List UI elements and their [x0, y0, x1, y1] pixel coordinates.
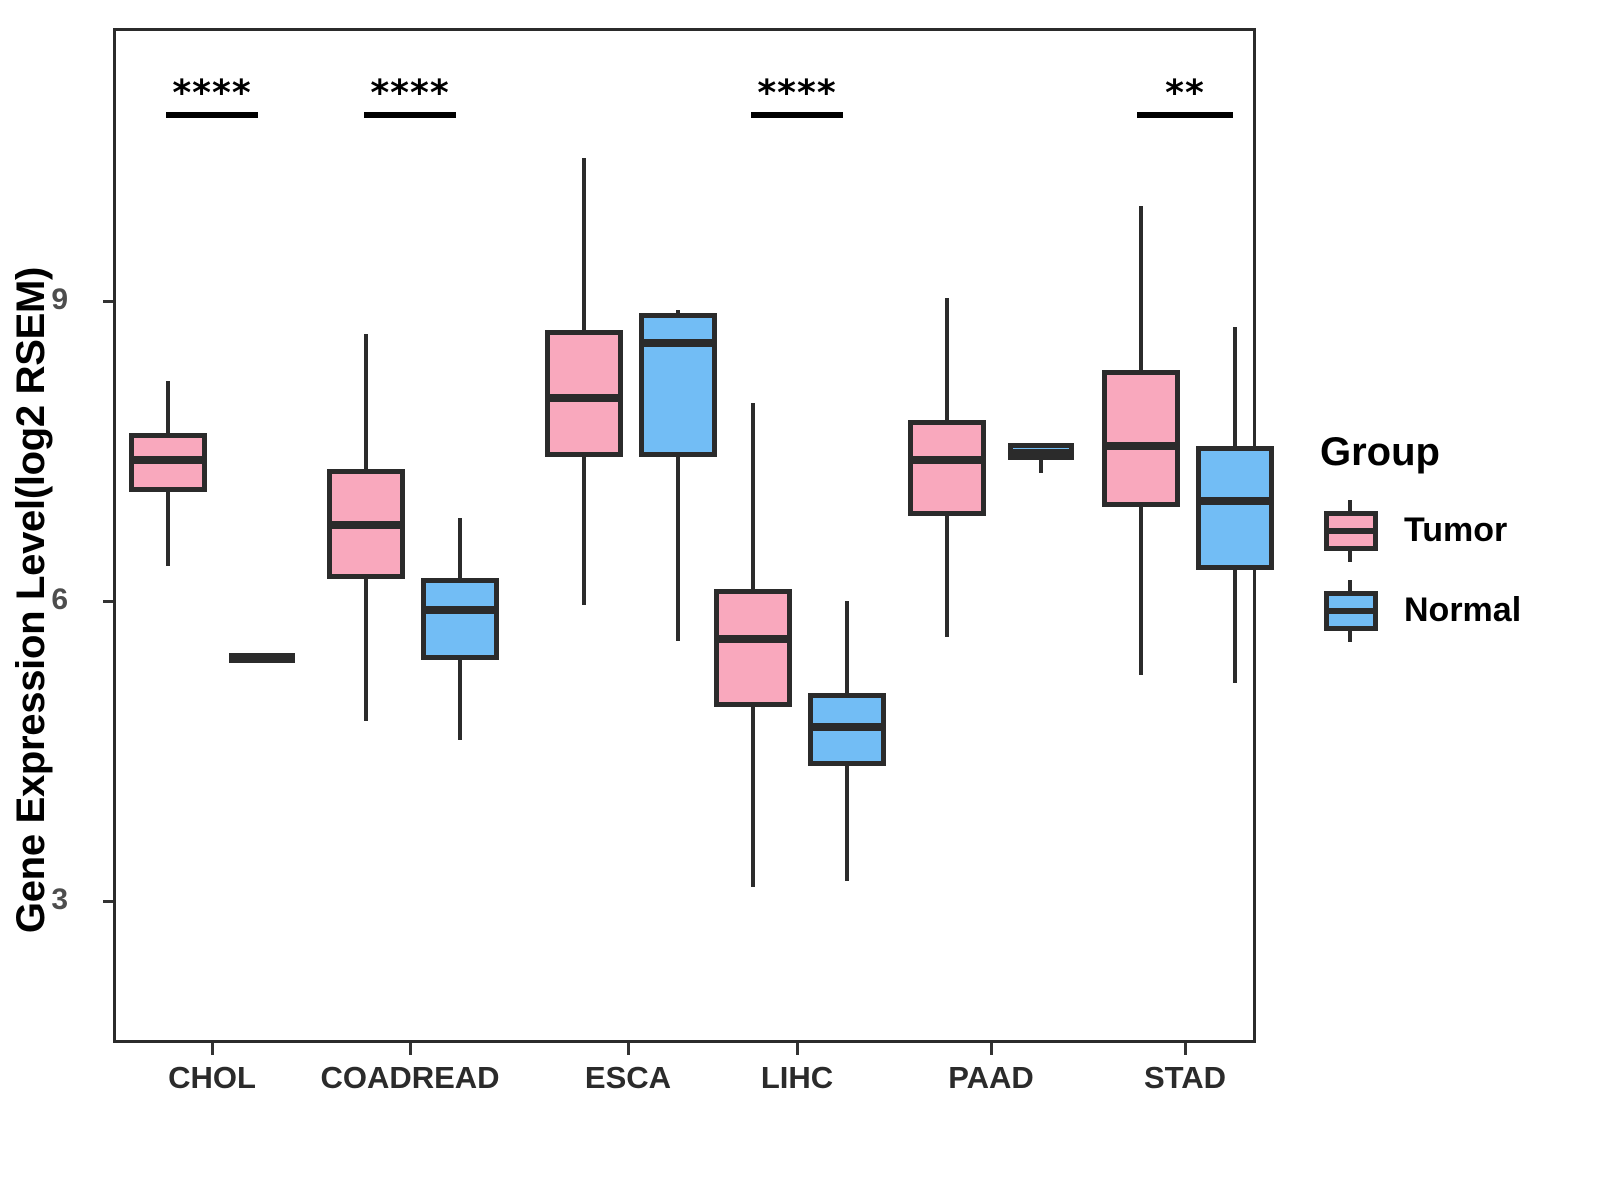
legend-entries: Tumor Normal: [1320, 497, 1590, 643]
median-line: [545, 394, 623, 402]
median-line: [714, 635, 792, 643]
plot-panel: [113, 28, 1274, 1043]
whisker-upper: [458, 518, 462, 578]
y-axis-tick-labels: 3 6 9: [20, 0, 68, 1200]
significance-label: ****: [172, 73, 252, 114]
significance-label: ****: [757, 73, 837, 114]
plot-area: [116, 31, 1274, 1040]
legend-key-icon: [1320, 579, 1382, 642]
whisker-lower: [458, 660, 462, 740]
significance-bracket: [364, 112, 456, 118]
x-tick-mark: [1184, 1043, 1187, 1055]
x-tick-mark: [990, 1043, 993, 1055]
median-line: [327, 521, 405, 529]
whisker-lower: [676, 457, 680, 641]
whisker-lower: [945, 516, 949, 637]
median-line: [229, 653, 295, 661]
x-tick-mark: [211, 1043, 214, 1055]
x-tick-label: ESCA: [584, 1060, 672, 1095]
x-tick-label: CHOL: [168, 1060, 256, 1095]
whisker-upper: [945, 298, 949, 420]
significance-label: ****: [370, 73, 450, 114]
whisker-upper: [676, 310, 680, 313]
significance-bracket: [1137, 112, 1233, 118]
median-line: [639, 339, 717, 347]
x-tick-label: COADREAD: [320, 1060, 500, 1095]
whisker-upper: [1139, 206, 1143, 370]
whisker-upper: [845, 601, 849, 693]
box-stad-normal: [1196, 446, 1274, 570]
whisker-lower: [582, 457, 586, 605]
significance-label: **: [1165, 73, 1205, 114]
legend-title: Group: [1320, 430, 1440, 474]
significance-bracket: [751, 112, 843, 118]
whisker-upper: [751, 403, 755, 589]
whisker-lower: [845, 766, 849, 881]
legend-label: Tumor: [1404, 510, 1508, 549]
legend-item-normal[interactable]: Normal: [1320, 577, 1590, 643]
whisker-upper: [1233, 327, 1237, 446]
x-tick-label: STAD: [1143, 1060, 1227, 1095]
whisker-upper: [166, 381, 170, 433]
y-tick-label: 3: [51, 883, 68, 916]
median-line: [1196, 497, 1274, 505]
y-tick-mark: [103, 900, 113, 903]
whisker-upper: [582, 158, 586, 330]
whisker-lower: [751, 707, 755, 887]
y-tick-label: 6: [51, 583, 68, 616]
x-tick-mark: [409, 1043, 412, 1055]
median-line: [1102, 442, 1180, 450]
x-tick-label: PAAD: [948, 1060, 1034, 1095]
box-stad-tumor: [1102, 370, 1180, 507]
box-esca-tumor: [545, 330, 623, 457]
y-tick-mark: [103, 600, 113, 603]
whisker-lower: [364, 579, 368, 721]
box-coadread-normal: [421, 578, 499, 660]
legend: Group Tumor Normal: [1320, 430, 1590, 657]
x-tick-mark: [796, 1043, 799, 1055]
median-line: [129, 456, 207, 464]
median-line: [421, 606, 499, 614]
median-line: [808, 723, 886, 731]
whisker-lower: [1233, 570, 1237, 683]
box-paad-tumor: [908, 420, 986, 516]
y-tick-mark: [103, 300, 113, 303]
whisker-lower: [166, 492, 170, 566]
legend-item-tumor[interactable]: Tumor: [1320, 497, 1590, 563]
box-esca-normal: [639, 313, 717, 457]
x-tick-mark: [627, 1043, 630, 1055]
whisker-lower: [1039, 460, 1043, 473]
median-line: [908, 456, 986, 464]
y-tick-label: 9: [51, 283, 68, 316]
significance-bracket: [166, 112, 258, 118]
whisker-upper: [364, 334, 368, 469]
x-tick-label: LIHC: [760, 1060, 834, 1095]
median-line: [1008, 449, 1074, 457]
whisker-lower: [1139, 507, 1143, 675]
legend-label: Normal: [1404, 590, 1522, 629]
legend-key-icon: [1320, 499, 1382, 562]
box-lihc-tumor: [714, 589, 792, 707]
